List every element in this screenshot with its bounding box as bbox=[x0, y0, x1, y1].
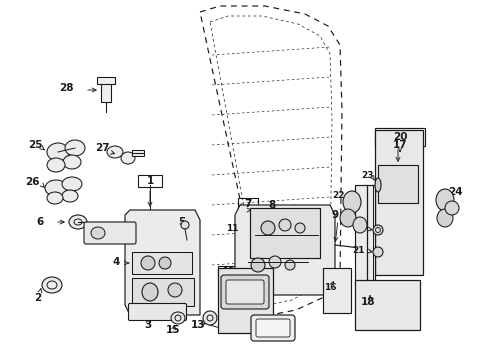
Bar bbox=[374, 130, 422, 275]
Text: 20: 20 bbox=[392, 132, 407, 142]
Ellipse shape bbox=[268, 256, 281, 268]
Ellipse shape bbox=[203, 311, 217, 325]
Text: 4: 4 bbox=[112, 257, 120, 267]
Bar bbox=[138, 175, 162, 187]
Ellipse shape bbox=[181, 221, 189, 229]
Ellipse shape bbox=[45, 180, 67, 196]
Text: 24: 24 bbox=[447, 187, 462, 197]
Ellipse shape bbox=[171, 312, 184, 324]
Text: 2: 2 bbox=[34, 293, 41, 303]
Text: 11: 11 bbox=[225, 224, 238, 233]
Text: 6: 6 bbox=[37, 217, 44, 227]
Bar bbox=[377, 165, 417, 203]
Ellipse shape bbox=[69, 215, 87, 229]
Text: 15: 15 bbox=[165, 325, 180, 335]
Ellipse shape bbox=[141, 256, 155, 270]
Ellipse shape bbox=[285, 260, 294, 270]
Text: 17: 17 bbox=[392, 140, 407, 150]
Ellipse shape bbox=[65, 140, 85, 156]
Text: 7: 7 bbox=[244, 199, 251, 209]
Ellipse shape bbox=[339, 209, 355, 227]
Text: 3: 3 bbox=[144, 320, 151, 330]
Text: 27: 27 bbox=[95, 143, 109, 153]
Ellipse shape bbox=[47, 192, 63, 204]
Ellipse shape bbox=[294, 223, 305, 233]
Ellipse shape bbox=[62, 190, 78, 202]
Ellipse shape bbox=[63, 155, 81, 169]
Text: 22: 22 bbox=[332, 190, 345, 199]
Ellipse shape bbox=[279, 219, 290, 231]
Text: 12: 12 bbox=[221, 267, 234, 276]
Bar bbox=[218, 268, 272, 333]
Text: 13: 13 bbox=[190, 320, 205, 330]
Ellipse shape bbox=[62, 177, 82, 191]
Bar bbox=[132, 252, 192, 274]
Ellipse shape bbox=[168, 283, 182, 297]
Polygon shape bbox=[125, 210, 200, 315]
Bar bbox=[97, 77, 115, 84]
Bar bbox=[132, 278, 194, 306]
FancyBboxPatch shape bbox=[256, 319, 289, 337]
Bar bbox=[354, 185, 374, 285]
Ellipse shape bbox=[91, 227, 105, 239]
Ellipse shape bbox=[250, 258, 264, 272]
Ellipse shape bbox=[372, 225, 382, 235]
Text: 8: 8 bbox=[268, 200, 275, 210]
Text: 1: 1 bbox=[146, 176, 153, 186]
Ellipse shape bbox=[352, 217, 366, 233]
Bar bbox=[323, 268, 350, 313]
Bar bbox=[218, 266, 238, 278]
Bar bbox=[238, 198, 258, 210]
Text: 19: 19 bbox=[352, 224, 364, 233]
Bar bbox=[374, 128, 424, 146]
Ellipse shape bbox=[47, 143, 69, 161]
Ellipse shape bbox=[372, 247, 382, 257]
Ellipse shape bbox=[436, 209, 452, 227]
Bar bbox=[249, 208, 319, 258]
Ellipse shape bbox=[107, 146, 123, 158]
Ellipse shape bbox=[47, 158, 65, 172]
Ellipse shape bbox=[142, 283, 158, 301]
Ellipse shape bbox=[159, 257, 171, 269]
Bar bbox=[132, 150, 143, 156]
Ellipse shape bbox=[374, 178, 380, 192]
Text: 16: 16 bbox=[323, 284, 336, 292]
Text: 21: 21 bbox=[352, 246, 364, 255]
Polygon shape bbox=[235, 205, 334, 295]
Text: 25: 25 bbox=[28, 140, 42, 150]
Ellipse shape bbox=[121, 152, 135, 164]
Bar bbox=[354, 280, 419, 330]
FancyBboxPatch shape bbox=[221, 275, 268, 309]
Text: 9: 9 bbox=[331, 210, 339, 220]
Ellipse shape bbox=[42, 277, 62, 293]
FancyBboxPatch shape bbox=[84, 222, 136, 244]
Text: 23: 23 bbox=[361, 171, 373, 180]
Ellipse shape bbox=[444, 201, 458, 215]
Text: 28: 28 bbox=[60, 83, 74, 93]
FancyBboxPatch shape bbox=[225, 280, 264, 304]
Text: 26: 26 bbox=[25, 177, 40, 187]
Text: 14: 14 bbox=[253, 325, 267, 335]
Ellipse shape bbox=[435, 189, 453, 211]
Ellipse shape bbox=[342, 191, 360, 213]
FancyBboxPatch shape bbox=[128, 303, 186, 320]
Bar bbox=[101, 80, 111, 102]
Text: 5: 5 bbox=[178, 217, 185, 227]
FancyBboxPatch shape bbox=[250, 315, 294, 341]
Text: 10: 10 bbox=[263, 240, 276, 249]
Ellipse shape bbox=[261, 221, 274, 235]
Text: 18: 18 bbox=[360, 297, 374, 307]
